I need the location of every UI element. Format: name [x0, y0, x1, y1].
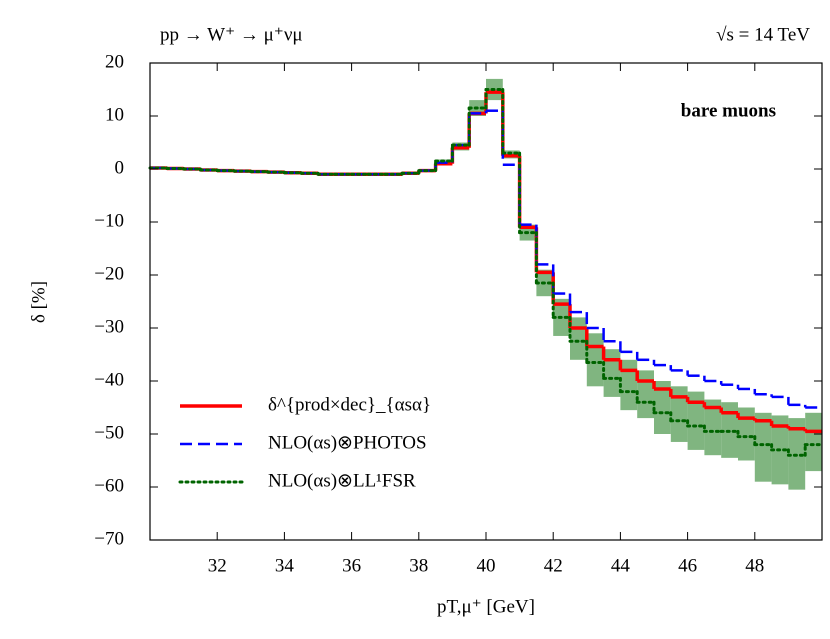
uncertainty-band: [805, 412, 822, 472]
x-tick-label: 36: [342, 555, 361, 576]
legend-label: δ^{prod×dec}_{αsα}: [268, 394, 431, 415]
x-tick-label: 46: [678, 555, 697, 576]
annotation: bare muons: [681, 100, 776, 121]
y-tick-label: 0: [115, 157, 125, 178]
x-tick-label: 34: [275, 555, 295, 576]
uncertainty-band: [687, 391, 705, 450]
y-tick-label: −30: [94, 316, 124, 337]
y-tick-label: −10: [94, 210, 124, 231]
uncertainty-band: [738, 407, 755, 461]
chart-subtitle: √s = 14 TeV: [716, 24, 810, 45]
x-axis-label: pT,μ⁺ [GeV]: [437, 596, 535, 617]
y-tick-label: −60: [94, 475, 124, 496]
y-tick-label: 20: [105, 51, 124, 72]
uncertainty-band: [654, 381, 671, 434]
y-tick-label: 10: [105, 104, 124, 125]
uncertainty-band: [570, 317, 587, 360]
y-tick-label: −20: [94, 263, 124, 284]
uncertainty-band: [754, 412, 772, 482]
y-tick-label: −70: [94, 528, 124, 549]
uncertainty-band: [637, 370, 654, 419]
uncertainty-band: [670, 386, 688, 442]
y-tick-label: −40: [94, 369, 124, 390]
uncertainty-band: [620, 359, 638, 411]
y-axis-label: δ [%]: [28, 281, 49, 323]
x-tick-label: 48: [745, 555, 764, 576]
x-tick-label: 32: [208, 555, 227, 576]
x-tick-label: 44: [611, 555, 631, 576]
x-tick-label: 40: [477, 555, 496, 576]
uncertainty-band: [603, 349, 621, 397]
legend-label: NLO(αs)⊗LL¹FSR: [268, 470, 416, 491]
uncertainty-band: [704, 399, 722, 456]
plot-frame: [149, 62, 823, 541]
x-tick-label: 42: [544, 555, 563, 576]
uncertainty-band: [586, 333, 604, 387]
y-tick-label: −50: [94, 422, 124, 443]
chart-title: pp → W⁺ → μ⁺νμ: [160, 24, 303, 45]
x-tick-label: 38: [409, 555, 428, 576]
legend-label: NLO(αs)⊗PHOTOS: [268, 432, 427, 453]
